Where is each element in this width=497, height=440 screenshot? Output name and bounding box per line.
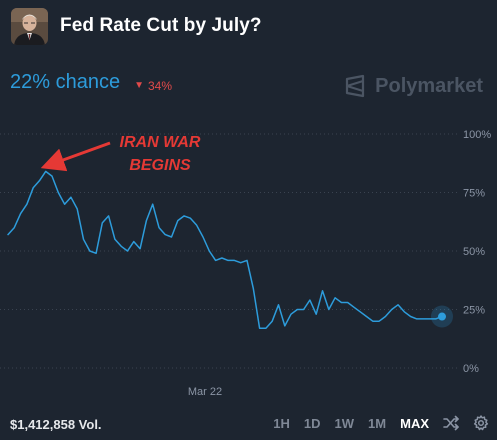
chart-footer: $1,412,858 Vol. 1H 1D 1W 1M MAX [0, 414, 497, 434]
polymarket-logo-icon [346, 74, 365, 98]
y-tick-label: 100% [463, 129, 491, 141]
range-1w[interactable]: 1W [334, 415, 355, 431]
range-max[interactable]: MAX [400, 415, 429, 431]
volume-text: $1,412,858 Vol. [10, 417, 102, 432]
y-axis-ticks: 100% 75% 50% 25% 0% [463, 129, 491, 375]
annotation-line1: IRAN WAR [120, 134, 201, 151]
x-tick-label: Mar 22 [188, 386, 222, 398]
market-avatar[interactable] [11, 7, 48, 45]
chart-grid [0, 133, 458, 369]
chance-delta: ▼ 34% [134, 79, 172, 93]
gear-icon[interactable] [473, 415, 489, 431]
range-1m[interactable]: 1M [368, 415, 387, 431]
last-point[interactable] [438, 312, 446, 321]
y-tick-label: 75% [463, 188, 485, 200]
delta-value: 34% [147, 78, 173, 93]
annotation-line2: BEGINS [129, 157, 191, 174]
market-header: Fed Rate Cut by July? [11, 6, 262, 46]
chance-summary: 22% chance ▼ 34% [10, 71, 172, 94]
chance-value: 22% chance [10, 71, 121, 93]
polymarket-brand: Polymarket [343, 74, 483, 98]
time-range-selector: 1H 1D 1W 1M MAX [259, 415, 489, 431]
annotation-arrow [40, 141, 111, 172]
range-1d[interactable]: 1D [303, 415, 321, 431]
market-title: Fed Rate Cut by July? [60, 15, 262, 36]
brand-name: Polymarket [375, 74, 483, 97]
y-tick-label: 25% [463, 305, 485, 317]
y-tick-label: 50% [463, 246, 485, 258]
x-axis-ticks: Mar 22 [188, 386, 222, 398]
shuffle-icon[interactable] [443, 415, 459, 431]
series-line [7, 170, 443, 329]
y-tick-label: 0% [463, 363, 479, 375]
down-triangle-icon: ▼ [134, 80, 144, 91]
range-1h[interactable]: 1H [273, 415, 290, 431]
